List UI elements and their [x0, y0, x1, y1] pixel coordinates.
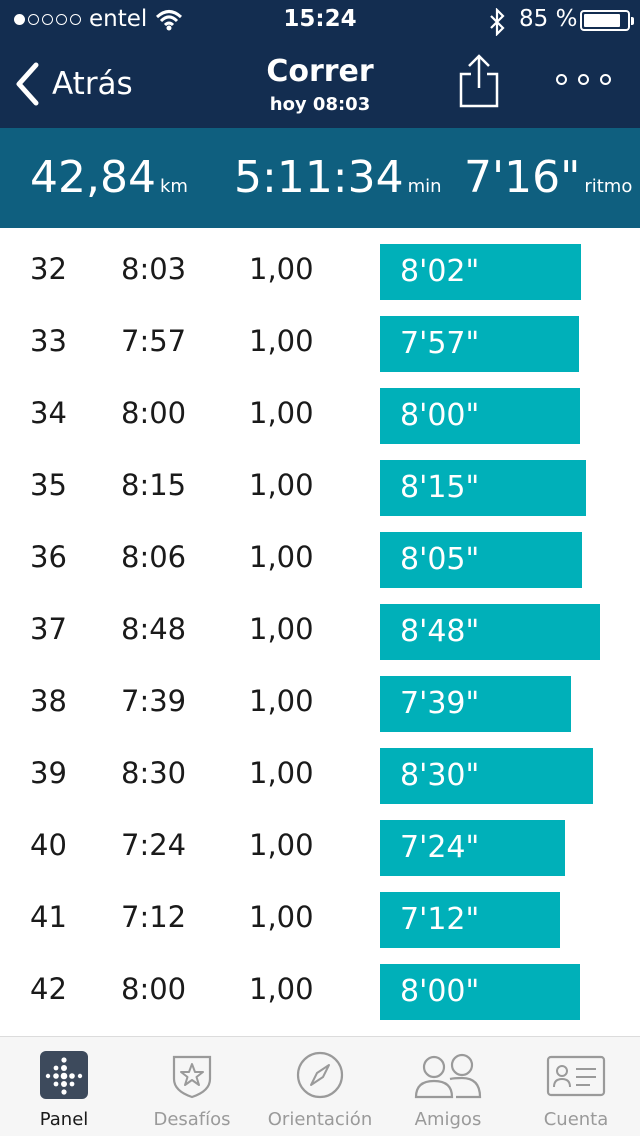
split-time: 7:12: [121, 900, 187, 934]
tab-cuenta-label: Cuenta: [543, 1109, 609, 1130]
split-pace-bar: 8'30": [380, 748, 593, 804]
tab-panel-label: Panel: [39, 1109, 89, 1130]
split-time: 8:06: [121, 540, 187, 574]
split-time: 8:15: [121, 468, 187, 502]
split-km: 38: [30, 684, 67, 718]
split-distance: 1,00: [249, 756, 314, 790]
duration-value: 5:11:34: [234, 152, 404, 203]
split-distance: 1,00: [249, 540, 314, 574]
split-pace-bar: 7'24": [380, 820, 565, 876]
tab-orientacion-label: Orientación: [267, 1109, 373, 1130]
split-time: 7:39: [121, 684, 187, 718]
more-options-icon[interactable]: [556, 74, 611, 85]
split-time: 8:00: [121, 972, 187, 1006]
split-row[interactable]: 36 8:06 1,00 8'05": [0, 516, 640, 588]
split-distance: 1,00: [249, 972, 314, 1006]
battery-percent: 85 %: [519, 6, 578, 32]
split-distance: 1,00: [249, 612, 314, 646]
page-subtitle: hoy 08:03: [269, 94, 371, 115]
top-header: entel 15:24 85 % Atrás Correr hoy 08:03: [0, 0, 640, 128]
star-shield-icon: [172, 1055, 212, 1099]
split-distance: 1,00: [249, 468, 314, 502]
split-pace-bar: 8'05": [380, 532, 582, 588]
split-row[interactable]: 33 7:57 1,00 7'57": [0, 300, 640, 372]
split-km: 42: [30, 972, 67, 1006]
split-km: 36: [30, 540, 67, 574]
split-distance: 1,00: [249, 252, 314, 286]
split-pace-bar: 7'12": [380, 892, 560, 948]
split-row[interactable]: 38 7:39 1,00 7'39": [0, 660, 640, 732]
compass-icon: [296, 1051, 344, 1099]
split-distance: 1,00: [249, 900, 314, 934]
duration-stat: 5:11:34 min: [234, 152, 442, 203]
tab-bar: Panel Desafíos Orientación Amigos Cu: [0, 1036, 640, 1136]
split-time: 7:24: [121, 828, 187, 862]
split-km: 33: [30, 324, 67, 358]
split-row[interactable]: 42 8:00 1,00 8'00": [0, 948, 640, 1020]
status-bar: entel 15:24 85 %: [0, 0, 640, 40]
split-km: 34: [30, 396, 67, 430]
back-button[interactable]: Atrás: [14, 60, 133, 108]
split-row[interactable]: 34 8:00 1,00 8'00": [0, 372, 640, 444]
tab-desafios[interactable]: Desafíos: [128, 1037, 256, 1136]
fitbit-dots-icon: [40, 1051, 88, 1099]
share-icon[interactable]: [457, 54, 501, 108]
split-km: 40: [30, 828, 67, 862]
split-row[interactable]: 41 7:12 1,00 7'12": [0, 876, 640, 948]
split-time: 8:48: [121, 612, 187, 646]
people-icon: [414, 1053, 482, 1099]
split-pace-bar: 8'02": [380, 244, 581, 300]
split-pace-bar: 7'39": [380, 676, 571, 732]
signal-strength-icon: [14, 14, 81, 25]
split-distance: 1,00: [249, 396, 314, 430]
split-row[interactable]: 32 8:03 1,00 8'02": [0, 228, 640, 300]
split-pace-bar: 8'00": [380, 964, 580, 1020]
split-time: 8:30: [121, 756, 187, 790]
split-distance: 1,00: [249, 324, 314, 358]
pace-value: 7'16": [464, 152, 581, 203]
run-summary: 42,84 km 5:11:34 min 7'16" ritmo: [0, 128, 640, 228]
split-km: 39: [30, 756, 67, 790]
tab-amigos[interactable]: Amigos: [384, 1037, 512, 1136]
tab-orientacion[interactable]: Orientación: [256, 1037, 384, 1136]
tab-cuenta[interactable]: Cuenta: [512, 1037, 640, 1136]
split-distance: 1,00: [249, 684, 314, 718]
split-row[interactable]: 35 8:15 1,00 8'15": [0, 444, 640, 516]
split-distance: 1,00: [249, 828, 314, 862]
split-row[interactable]: 37 8:48 1,00 8'48": [0, 588, 640, 660]
split-pace-bar: 8'15": [380, 460, 586, 516]
tab-desafios-label: Desafíos: [153, 1109, 231, 1130]
splits-list[interactable]: 32 8:03 1,00 8'02" 33 7:57 1,00 7'57" 34 8:00 1,00…: [0, 228, 640, 1036]
split-time: 8:00: [121, 396, 187, 430]
split-time: 7:57: [121, 324, 187, 358]
battery-fill: [584, 14, 620, 27]
split-time: 8:03: [121, 252, 187, 286]
pace-unit: ritmo: [584, 176, 633, 197]
carrier-name: entel: [89, 6, 148, 32]
split-row[interactable]: 39 8:30 1,00 8'30": [0, 732, 640, 804]
split-km: 37: [30, 612, 67, 646]
pace-stat: 7'16" ritmo: [464, 152, 632, 203]
distance-unit: km: [159, 176, 188, 197]
distance-stat: 42,84 km: [30, 152, 188, 203]
clock: 15:24: [283, 6, 357, 32]
split-pace-bar: 8'00": [380, 388, 580, 444]
battery-icon: [580, 10, 634, 31]
split-km: 35: [30, 468, 67, 502]
chevron-left-icon: [16, 62, 39, 106]
tab-amigos-label: Amigos: [414, 1109, 482, 1130]
split-row[interactable]: 40 7:24 1,00 7'24": [0, 804, 640, 876]
bluetooth-icon: [490, 8, 505, 36]
split-pace-bar: 8'48": [380, 604, 600, 660]
split-km: 41: [30, 900, 67, 934]
distance-value: 42,84: [30, 152, 156, 203]
id-card-icon: [546, 1055, 606, 1097]
page-title: Correr: [266, 54, 374, 89]
split-pace-bar: 7'57": [380, 316, 579, 372]
tab-panel[interactable]: Panel: [0, 1037, 128, 1136]
split-km: 32: [30, 252, 67, 286]
wifi-icon: [155, 10, 183, 31]
duration-unit: min: [407, 176, 442, 197]
back-label: Atrás: [52, 66, 133, 102]
